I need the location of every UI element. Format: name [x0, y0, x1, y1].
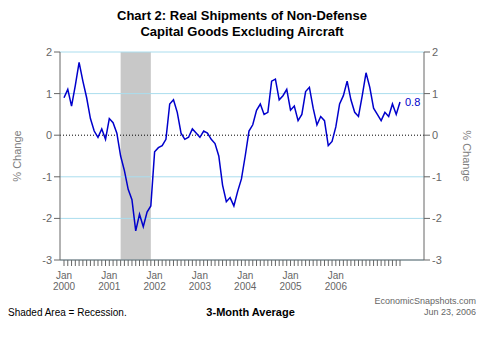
svg-text:Jan2006: Jan2006 — [325, 270, 348, 292]
svg-text:-3: -3 — [42, 254, 52, 266]
svg-text:1: 1 — [46, 88, 52, 100]
svg-text:1: 1 — [432, 88, 438, 100]
svg-text:Jan2000: Jan2000 — [53, 270, 76, 292]
svg-text:2: 2 — [46, 46, 52, 58]
svg-text:% Change: % Change — [461, 130, 473, 181]
svg-text:Jan2001: Jan2001 — [98, 270, 121, 292]
html-text:Shaded Area = Recession.: Shaded Area = Recession. — [8, 307, 127, 318]
svg-text:Jan2002: Jan2002 — [143, 270, 166, 292]
svg-text:0: 0 — [432, 129, 438, 141]
svg-text:-2: -2 — [432, 212, 442, 224]
svg-text:0: 0 — [46, 129, 52, 141]
svg-text:Jan2003: Jan2003 — [189, 270, 212, 292]
svg-text:2: 2 — [432, 46, 438, 58]
svg-text:-1: -1 — [42, 171, 52, 183]
html-text:Chart 2: Real Shipments of Non: Chart 2: Real Shipments of Non-Defense C… — [117, 8, 367, 39]
svg-text:-2: -2 — [42, 212, 52, 224]
svg-text:-3: -3 — [432, 254, 442, 266]
svg-text:Jan2004: Jan2004 — [234, 270, 257, 292]
html-text:3-Month Average: 3-Month Average — [206, 306, 295, 318]
svg-text:Jan2005: Jan2005 — [279, 270, 302, 292]
html-text:EconomicSnapshots.com Jun 23,: EconomicSnapshots.com Jun 23, 2006 — [374, 296, 476, 317]
svg-text:-1: -1 — [432, 171, 442, 183]
svg-text:% Change: % Change — [11, 130, 23, 181]
svg-text:0.8: 0.8 — [405, 96, 420, 108]
